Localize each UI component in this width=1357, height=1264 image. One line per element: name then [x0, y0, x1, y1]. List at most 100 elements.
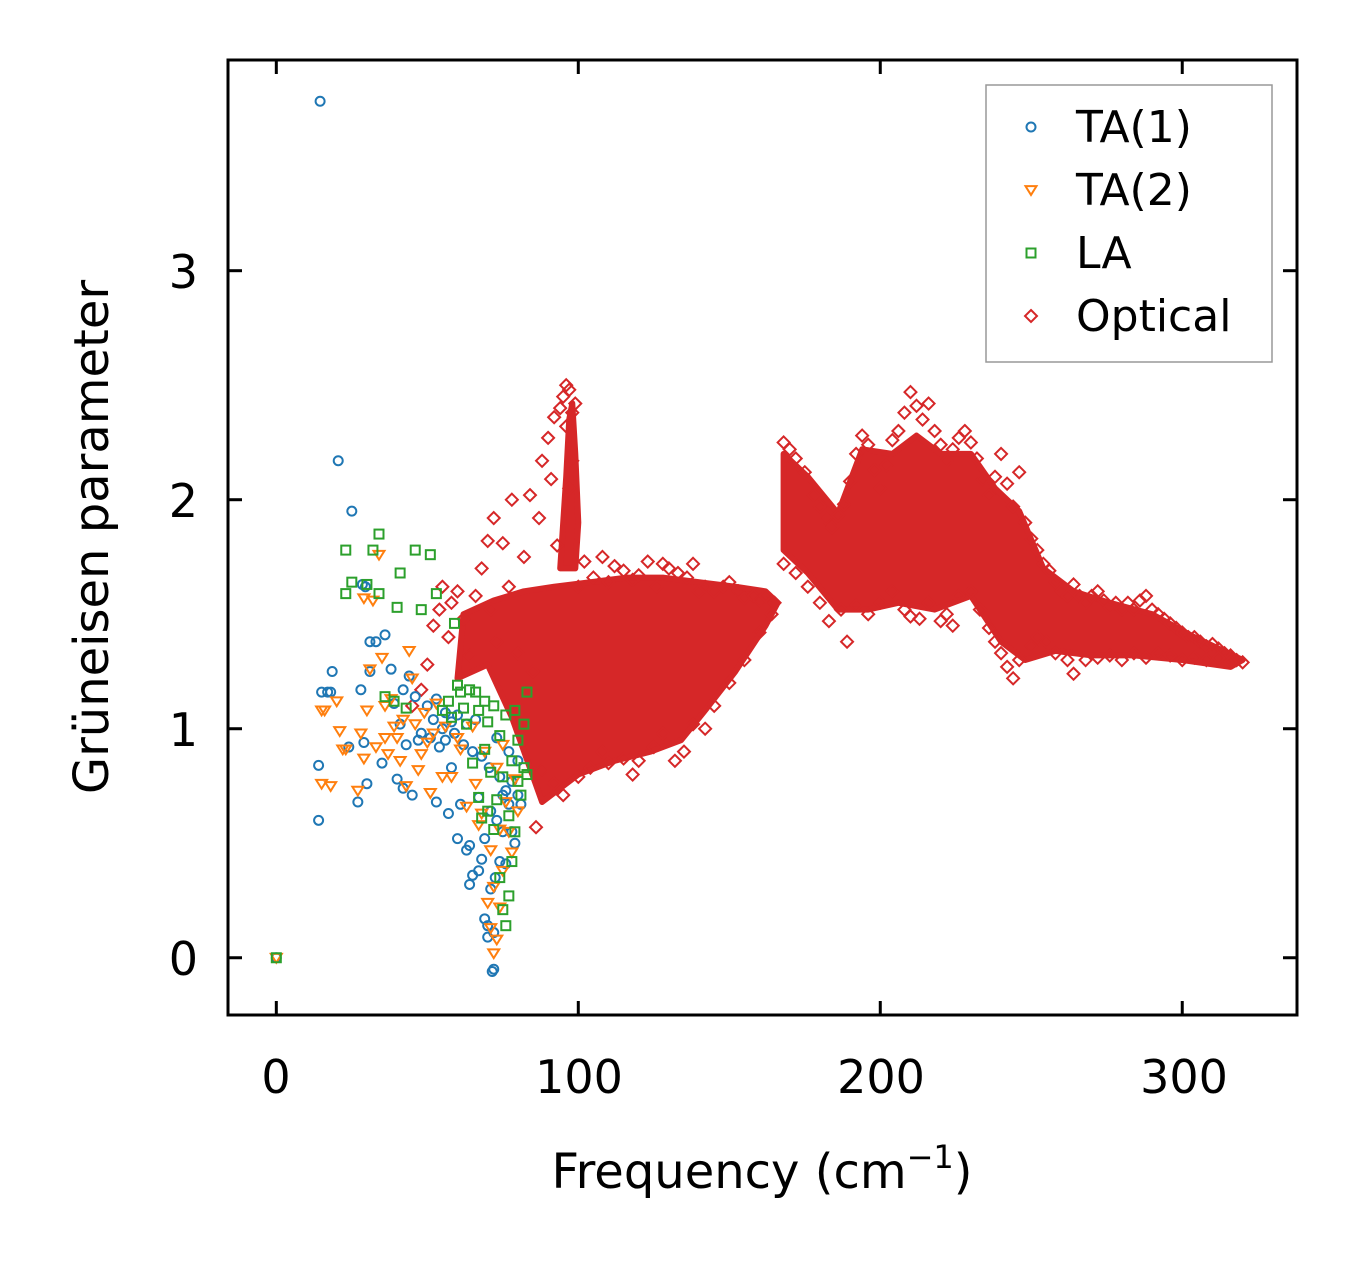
point-ta1-17	[364, 636, 376, 648]
point-optical-151	[1162, 615, 1178, 631]
x-tick-label-300: 300	[1140, 1050, 1228, 1104]
point-ta2-56	[492, 902, 508, 915]
point-optical-170	[839, 634, 855, 650]
point-optical-83	[706, 698, 722, 714]
point-la-37	[488, 700, 500, 712]
x-axis-label-close: )	[954, 1144, 973, 1200]
point-optical-87	[764, 606, 779, 622]
point-ta1-36	[427, 714, 439, 726]
point-optical-117	[957, 423, 973, 439]
point-ta1-74	[491, 732, 503, 744]
legend-label-ta2: TA(2)	[1075, 165, 1192, 216]
legend-marker-ta1	[1025, 121, 1037, 133]
point-optical-188	[999, 659, 1015, 675]
point-optical-20	[510, 645, 526, 661]
point-ta2-12	[356, 753, 372, 766]
point-optical-17	[495, 535, 511, 551]
point-ta2-20	[377, 733, 393, 745]
point-optical-13	[480, 533, 496, 549]
point-ta1-47	[452, 833, 464, 845]
point-optical-129	[1029, 542, 1045, 558]
series-la	[270, 528, 533, 964]
tick-marks	[228, 60, 1297, 1015]
point-optical-111	[921, 396, 937, 411]
point-optical-97	[836, 496, 852, 512]
point-optical-7	[444, 595, 459, 611]
point-optical-190	[1011, 652, 1027, 668]
point-ta2-43	[459, 801, 474, 814]
point-optical-86	[752, 625, 767, 640]
point-optical-98	[842, 473, 858, 489]
point-optical-77	[646, 739, 662, 755]
point-optical-182	[951, 588, 967, 604]
point-optical-176	[903, 609, 918, 624]
point-optical-48	[631, 567, 647, 583]
point-ta2-37	[429, 698, 444, 711]
point-ta2-44	[465, 721, 480, 734]
legend-label-optical: Optical	[1076, 291, 1231, 342]
point-ta2-15	[365, 595, 381, 608]
point-optical-147	[1138, 588, 1154, 604]
point-ta2-28	[401, 646, 417, 658]
point-ta1-43	[442, 807, 454, 819]
point-optical-44	[601, 574, 616, 590]
point-optical-36	[561, 480, 577, 496]
point-ta1-20	[376, 757, 388, 769]
point-la-46	[503, 890, 515, 902]
point-ta2-52	[486, 948, 502, 961]
point-optical-209	[1223, 654, 1238, 670]
point-ta1-53	[464, 840, 476, 852]
point-ta2-61	[501, 826, 517, 839]
point-la-0	[270, 952, 282, 964]
point-ta1-55	[467, 746, 479, 758]
point-optical-181	[945, 618, 961, 634]
point-la-45	[503, 810, 515, 822]
point-optical-174	[884, 583, 900, 599]
point-optical-123	[993, 446, 1009, 462]
x-tick-label-200: 200	[837, 1050, 925, 1104]
point-optical-128	[1023, 531, 1039, 547]
point-la-53	[515, 789, 527, 801]
point-optical-199	[1102, 648, 1118, 663]
point-optical-40	[570, 579, 586, 595]
point-ta1-6	[313, 759, 325, 771]
point-optical-112	[927, 423, 943, 439]
point-ta1-58	[473, 791, 485, 803]
point-optical-179	[933, 613, 949, 629]
point-ta1-2	[332, 455, 344, 467]
point-optical-27	[540, 430, 556, 446]
point-optical-53	[670, 565, 686, 581]
point-optical-29	[546, 409, 562, 425]
point-optical-198	[1090, 650, 1106, 666]
point-optical-4	[431, 602, 447, 618]
point-la-24	[461, 718, 473, 730]
point-la-30	[476, 812, 488, 824]
point-optical-66	[767, 595, 782, 611]
point-optical-116	[951, 430, 967, 446]
point-ta1-49	[455, 798, 467, 810]
point-la-2	[340, 588, 352, 600]
point-optical-172	[860, 606, 876, 622]
point-ta1-79	[500, 785, 512, 797]
point-ta2-31	[410, 765, 426, 777]
point-optical-54	[679, 570, 695, 585]
point-ta1-21	[379, 629, 391, 641]
point-ta1-86	[512, 789, 524, 801]
point-optical-78	[655, 725, 671, 741]
point-ta1-42	[439, 734, 451, 746]
point-optical-206	[1186, 650, 1202, 666]
point-ta2-38	[435, 771, 450, 784]
point-optical-191	[1023, 638, 1039, 654]
point-ta2-53	[486, 881, 502, 894]
point-ta2-27	[398, 781, 414, 793]
point-optical-165	[788, 565, 804, 581]
point-ta1-45	[445, 762, 457, 774]
point-ta2-33	[416, 707, 432, 720]
point-optical-166	[800, 579, 816, 595]
point-ta1-34	[421, 700, 433, 712]
point-ta2-9	[350, 785, 366, 798]
point-optical-124	[999, 476, 1015, 492]
point-ta2-55	[489, 934, 505, 947]
point-optical-73	[601, 755, 616, 771]
y-tick-label-3: 3	[169, 245, 198, 299]
